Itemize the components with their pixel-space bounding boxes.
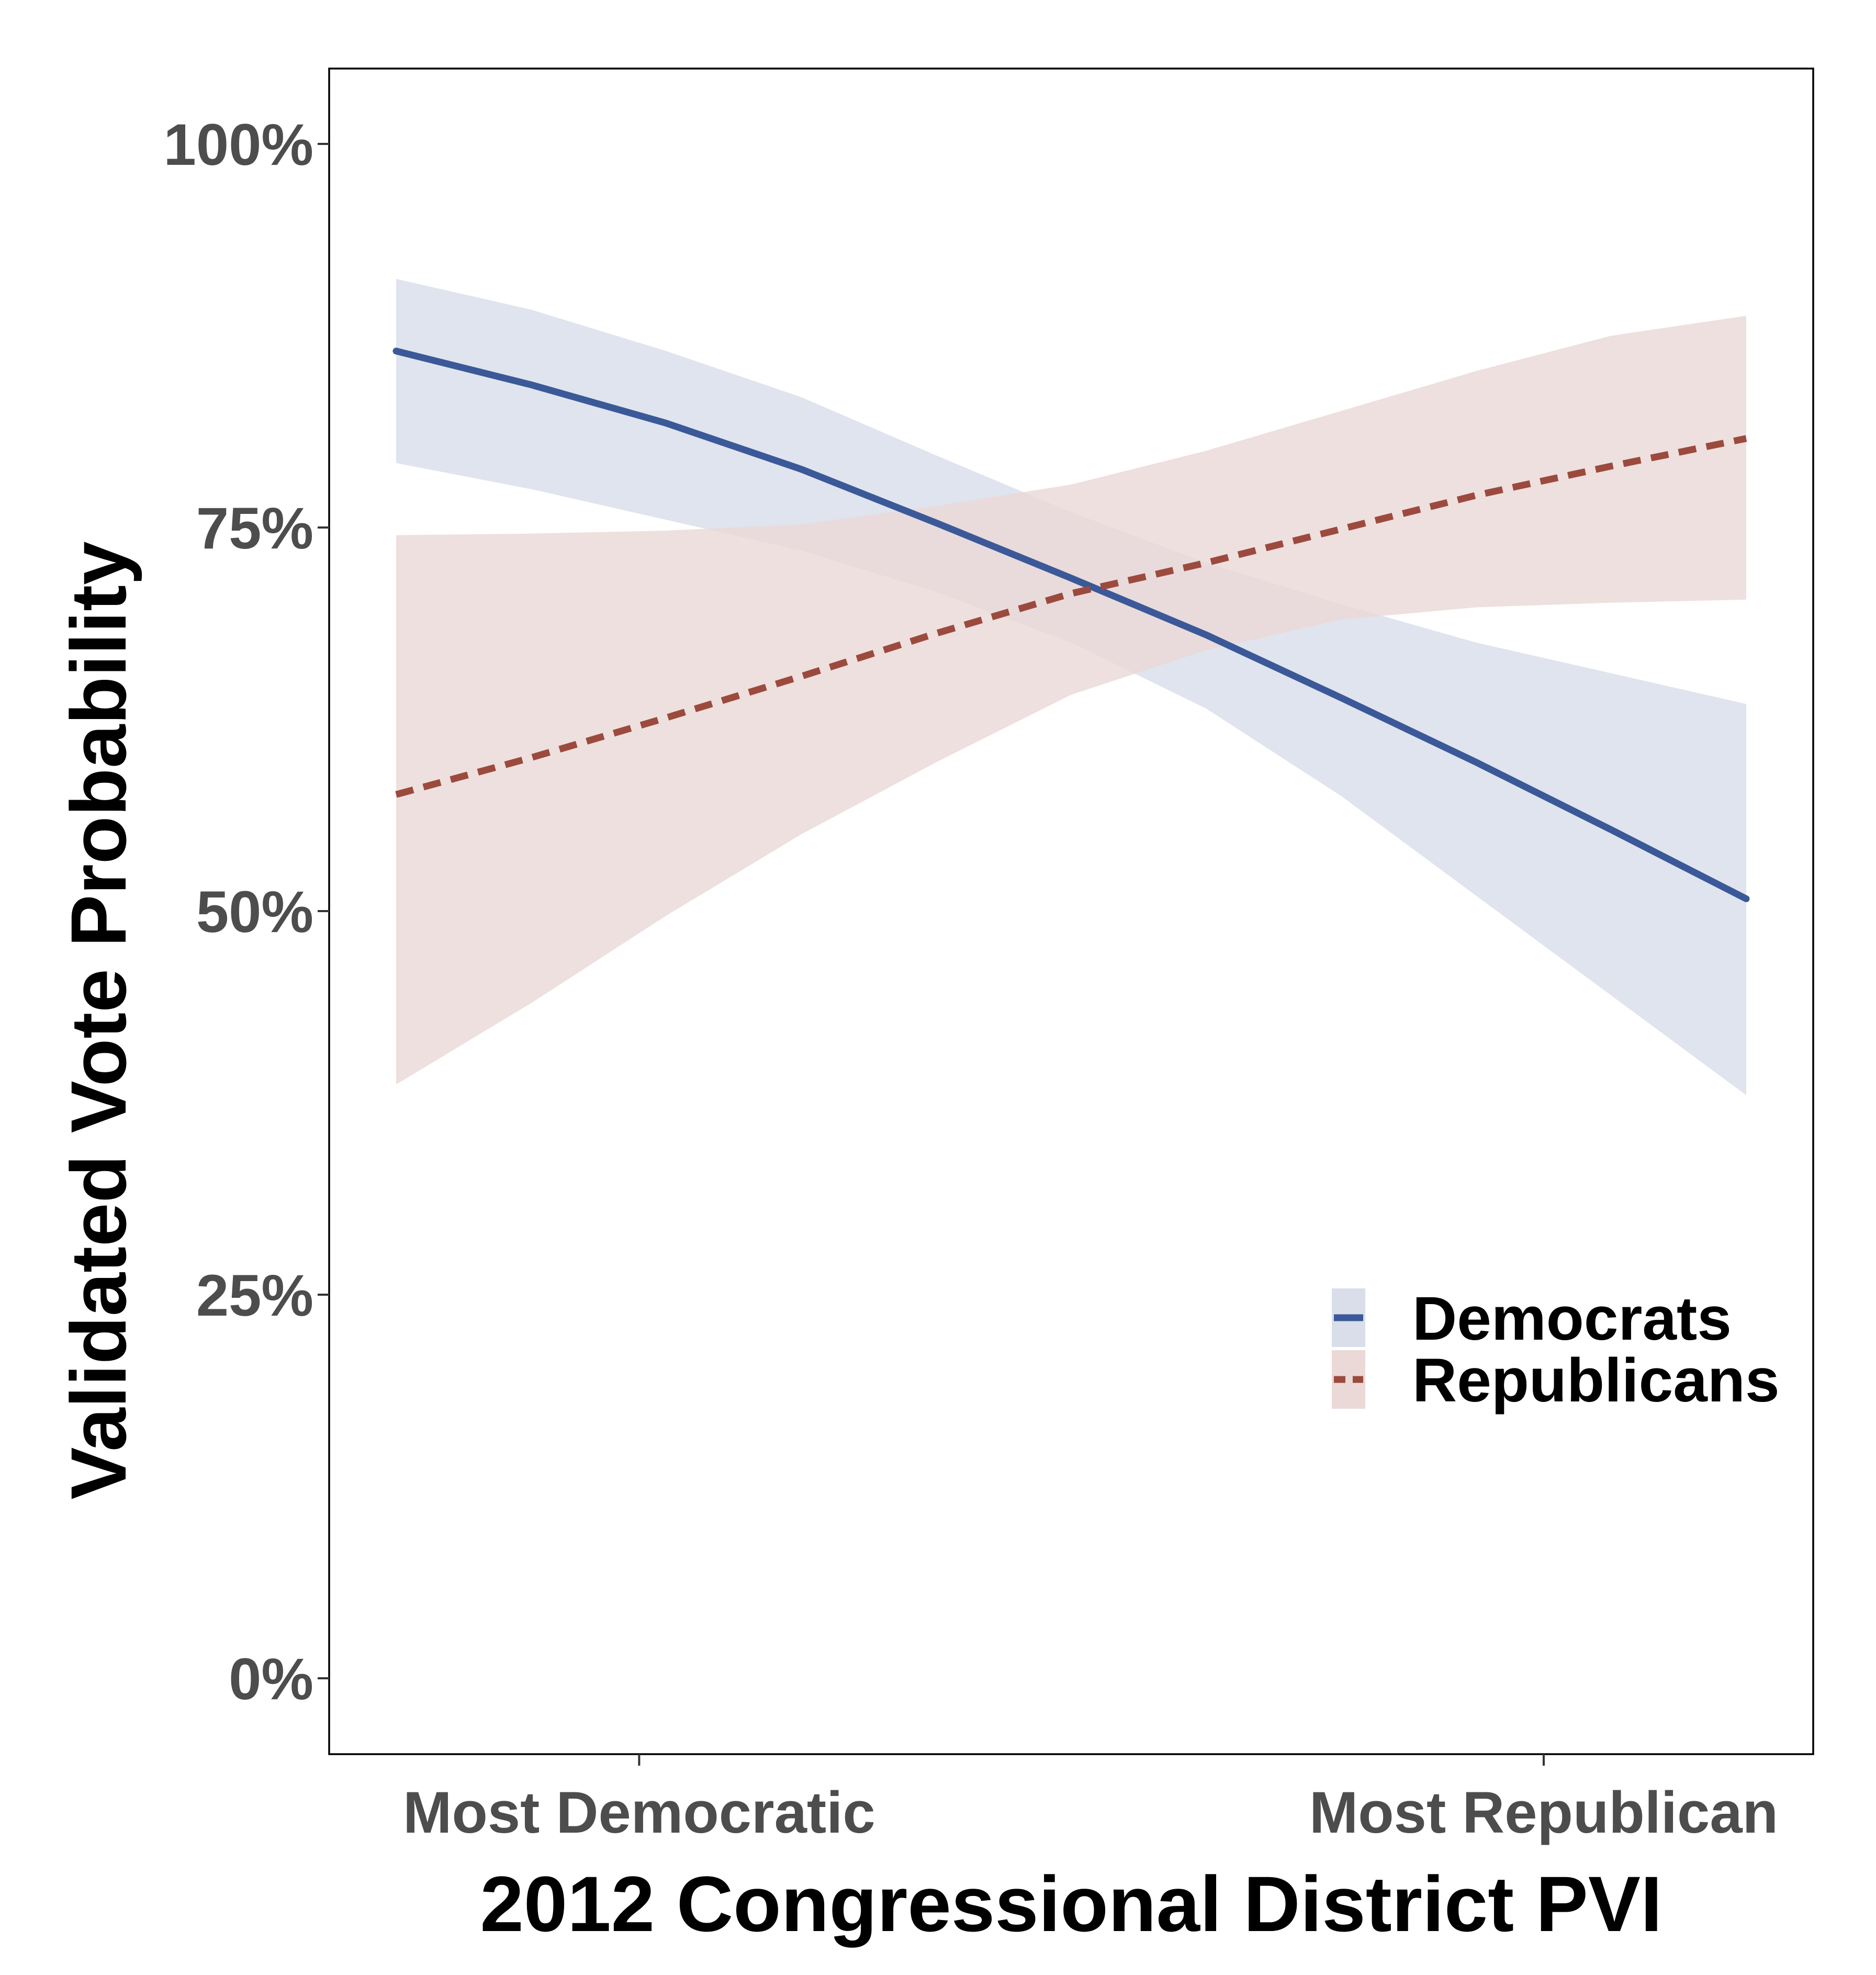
- republicans-legend-label: Republicans: [1412, 1346, 1780, 1415]
- y-axis: 0% 25% 50% 75% 100%: [164, 112, 329, 1712]
- democrats-line: [392, 347, 1750, 902]
- y-tick-label: 0%: [229, 1646, 313, 1712]
- confidence-bands: [396, 279, 1746, 1095]
- x-tick-label: Most Republican: [1309, 1780, 1778, 1845]
- republicans-confidence-band: [396, 316, 1746, 1085]
- y-tick-label: 50%: [196, 879, 313, 945]
- x-axis-title: 2012 Congressional District PVI: [480, 1860, 1662, 1948]
- x-tick-label: Most Democratic: [403, 1780, 875, 1845]
- x-axis: Most Democratic Most Republican: [403, 1754, 1778, 1845]
- republicans-line: [395, 435, 1747, 798]
- y-tick-label: 25%: [196, 1263, 313, 1328]
- y-axis-title: Validated Vote Probability: [54, 542, 142, 1500]
- y-tick-label: 100%: [164, 112, 313, 177]
- series-lines: [392, 347, 1750, 902]
- y-tick-label: 75%: [196, 496, 313, 561]
- democrats-confidence-band: [396, 279, 1746, 1095]
- democrats-legend-label: Democrats: [1412, 1284, 1732, 1353]
